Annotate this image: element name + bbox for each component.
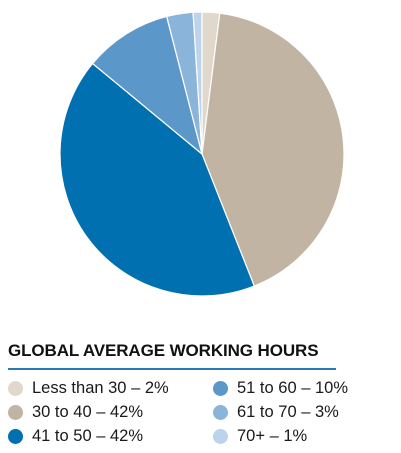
legend-label-1: 30 to 40 – 42% [32,402,144,421]
pie-chart [59,11,345,297]
legend-item-3: 51 to 60 – 10% [213,377,348,399]
legend-label-3: 51 to 60 – 10% [237,378,349,397]
legend-item-5: 70+ – 1% [213,425,348,447]
chart-title: GLOBAL AVERAGE WORKING HOURS [8,341,319,360]
pie-slice-5 [192,11,203,155]
legend-swatch-1 [8,404,23,420]
legend-label-5: 70+ – 1% [237,426,308,445]
legend-item-0: Less than 30 – 2% [8,377,169,399]
legend-item-2: 41 to 50 – 42% [8,425,169,447]
legend-label-0: Less than 30 – 2% [32,378,169,397]
legend-item-1: 30 to 40 – 42% [8,401,169,423]
pie-chart-svg [59,11,345,297]
legend-label-2: 41 to 50 – 42% [32,426,144,445]
legend-column-left: Less than 30 – 2% 30 to 40 – 42% 41 to 50 … [8,377,169,449]
legend-swatch-0 [8,380,23,396]
legend-item-4: 61 to 70 – 3% [213,401,348,423]
legend-label-4: 61 to 70 – 3% [237,402,339,421]
pie-slice-1 [201,12,345,287]
legend-swatch-3 [213,380,228,396]
legend-swatch-4 [213,404,228,420]
legend-swatch-5 [213,428,228,444]
pie-slice-3 [91,15,204,156]
legend-swatch-2 [8,428,23,444]
title-underline [8,368,336,370]
pie-slice-2 [59,62,256,297]
legend-column-right: 51 to 60 – 10% 61 to 70 – 3% 70+ – 1% [213,377,348,449]
